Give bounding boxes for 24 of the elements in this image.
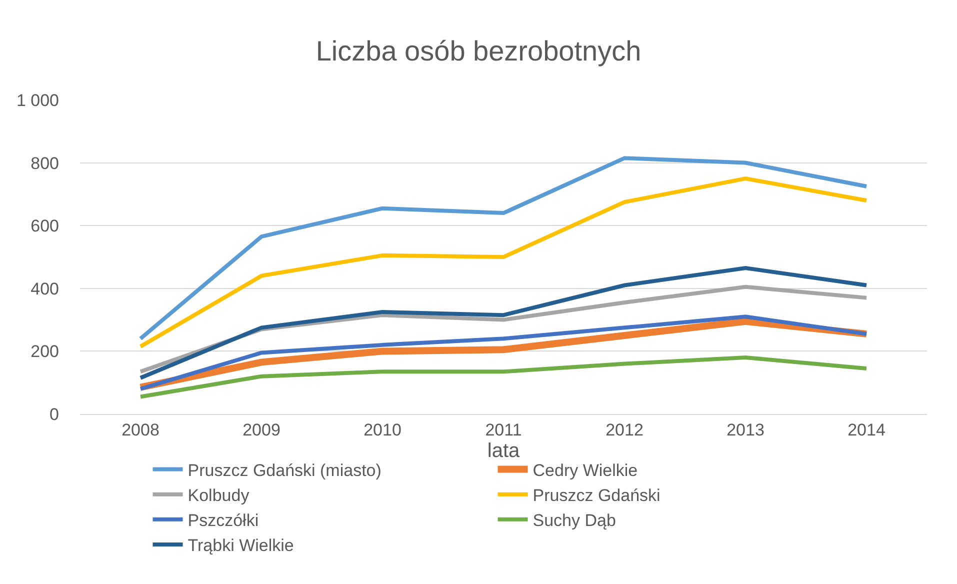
x-tick-label: 2009 <box>242 420 280 440</box>
chart-title: Liczba osób bezrobotnych <box>316 35 642 66</box>
x-tick-label: 2008 <box>122 420 160 440</box>
legend-label: Cedry Wielkie <box>532 460 638 480</box>
y-tick-label: 200 <box>30 342 59 362</box>
x-tick-label: 2014 <box>848 420 886 440</box>
y-tick-label: 400 <box>30 279 59 298</box>
legend-label: Suchy Dąb <box>532 511 616 530</box>
y-tick-label: 800 <box>30 154 59 173</box>
y-tick-label: 0 <box>50 404 59 424</box>
x-tick-label: 2013 <box>726 420 764 440</box>
legend-label: Pszczółki <box>188 511 259 530</box>
line-series <box>138 355 868 399</box>
x-tick-label: 2011 <box>485 420 522 440</box>
legend-label: Pruszcz Gdański (miasto) <box>188 460 382 480</box>
y-tick-label: 1 000 <box>16 90 59 110</box>
line-series <box>138 266 868 380</box>
legend-label: Kolbudy <box>188 486 250 505</box>
x-tick-label: 2012 <box>606 420 644 440</box>
x-tick-label: 2010 <box>364 420 402 440</box>
x-axis-title: lata <box>487 440 520 462</box>
legend-label: Trąbki Wielkie <box>188 536 294 556</box>
y-tick-label: 600 <box>30 216 59 236</box>
legend-label: Pruszcz Gdański <box>532 486 660 505</box>
